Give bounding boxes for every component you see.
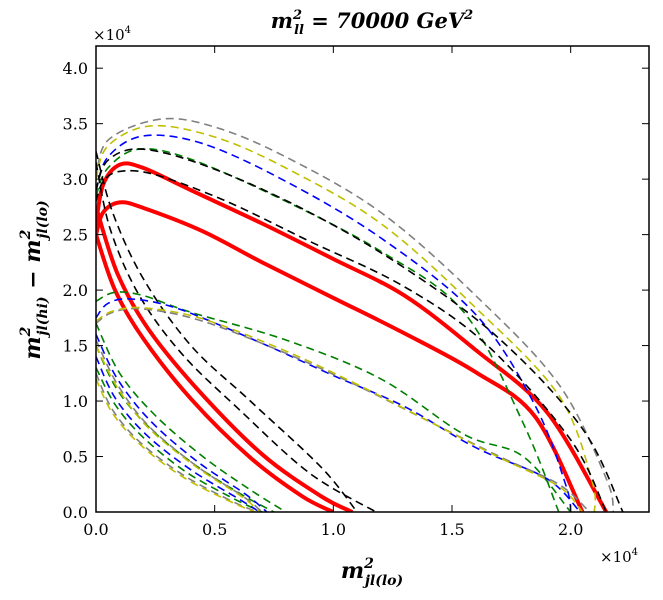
y-tick-label: 1.0 [63,392,88,411]
x-tick-label: 2.0 [558,520,583,539]
x-tick-label: 1.0 [321,520,346,539]
series-black-upper-a [96,148,624,512]
series-gray-lower-b [96,372,258,512]
y-tick-label: 3.0 [63,170,88,189]
y-tick-label: 1.5 [63,337,88,356]
series-layer [96,117,624,512]
series-yellow-lower-b [96,378,256,512]
series-black-lower-a [96,151,358,512]
y-exponent-label: ×104 [93,25,131,44]
y-axis-label: m2jl(hi) − m2jl(lo) [18,200,51,359]
series-black-lower-b [96,162,377,512]
x-tick-label: 0.5 [202,520,227,539]
tick-layer: 0.0 0.5 1.0 1.5 2.0 0.0 0.5 1.0 1.5 2.0 2.5 3.0 3.5 4… [63,46,649,539]
series-gray-lower-a [96,339,263,512]
series-green-lower-a [96,323,287,512]
series-yellow-lower-a [96,345,261,512]
series-blue-lower-b [96,356,261,512]
series-green-lower-b [96,345,275,512]
y-tick-label: 2.0 [63,281,88,300]
plot-frame [95,45,650,513]
series-black-upper-b [96,169,608,512]
x-exponent-label: ×104 [600,547,638,566]
y-tick-label: 4.0 [63,59,88,78]
series-gray-upper [96,117,615,512]
series-blue-mid-upper [96,297,581,512]
y-tick-label: 3.5 [63,115,88,134]
y-tick-label: 2.5 [63,226,88,245]
series-blue-lower-a [96,334,268,512]
series-green-upper [96,148,560,512]
y-tick-label: 0.0 [63,503,88,522]
y-tick-label: 0.5 [63,448,88,467]
series-yellow-mid-upper [96,306,584,512]
series-red-lower-a [96,233,335,512]
x-tick-label: 0.0 [83,520,108,539]
x-axis-label: m2 jl(lo) [341,556,403,589]
x-tick-label: 1.5 [439,520,464,539]
series-gray-mid-upper [96,307,591,512]
series-red-lower-b [96,206,354,512]
chart-title: m2 ll = 70000 GeV2 [271,8,473,38]
series-blue-upper [96,134,572,512]
series-green-mid-upper [96,291,572,512]
series-green-lower-c [96,367,263,512]
series-red-outer-upper [96,161,609,512]
